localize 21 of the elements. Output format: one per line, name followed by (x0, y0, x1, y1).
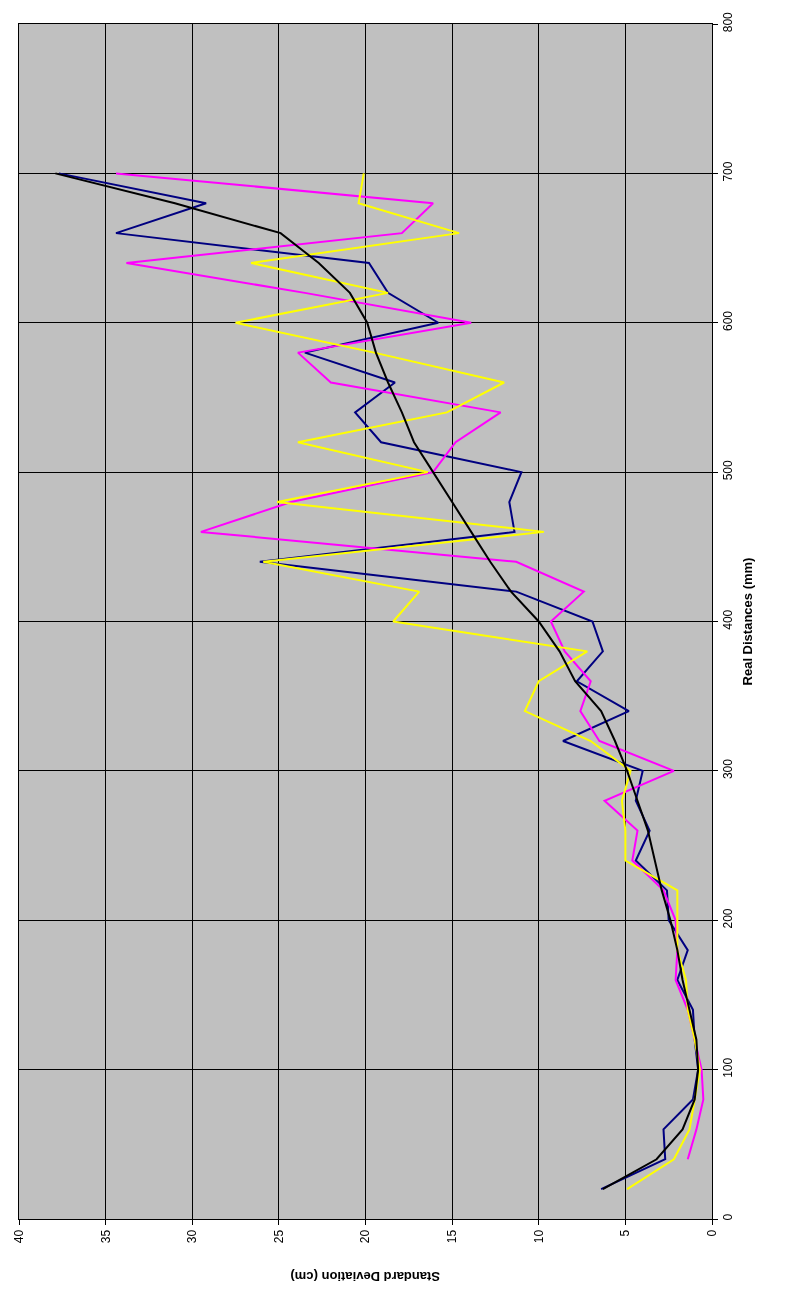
y-tick-label: 400 (721, 609, 736, 630)
line-series (234, 172, 701, 1191)
y-tick-label: 800 (721, 11, 736, 33)
x-axis-title: Standard Deviation (cm) (290, 1269, 440, 1284)
y-tick-label: 100 (721, 1057, 736, 1078)
y-tick-label: 700 (721, 161, 736, 182)
x-tick-label: 40 (11, 1229, 26, 1244)
x-tick-label: 25 (271, 1229, 286, 1244)
x-tick-label: 35 (98, 1229, 113, 1244)
x-tick-label: 0 (704, 1229, 719, 1237)
y-tick-label: 500 (721, 460, 736, 481)
y-tick-label: 300 (721, 758, 736, 780)
x-tick-label: 10 (531, 1229, 546, 1244)
x-tick-label: 5 (618, 1229, 633, 1237)
y-axis-title: Real Distances (mm) (740, 557, 755, 686)
x-tick-label: 20 (358, 1229, 373, 1244)
y-tick-label: 200 (721, 908, 736, 929)
x-tick-label: 30 (185, 1229, 200, 1244)
x-tick-label: 15 (445, 1229, 460, 1244)
y-tick-label: 0 (721, 1213, 736, 1221)
y-tick-label: 600 (721, 310, 736, 331)
